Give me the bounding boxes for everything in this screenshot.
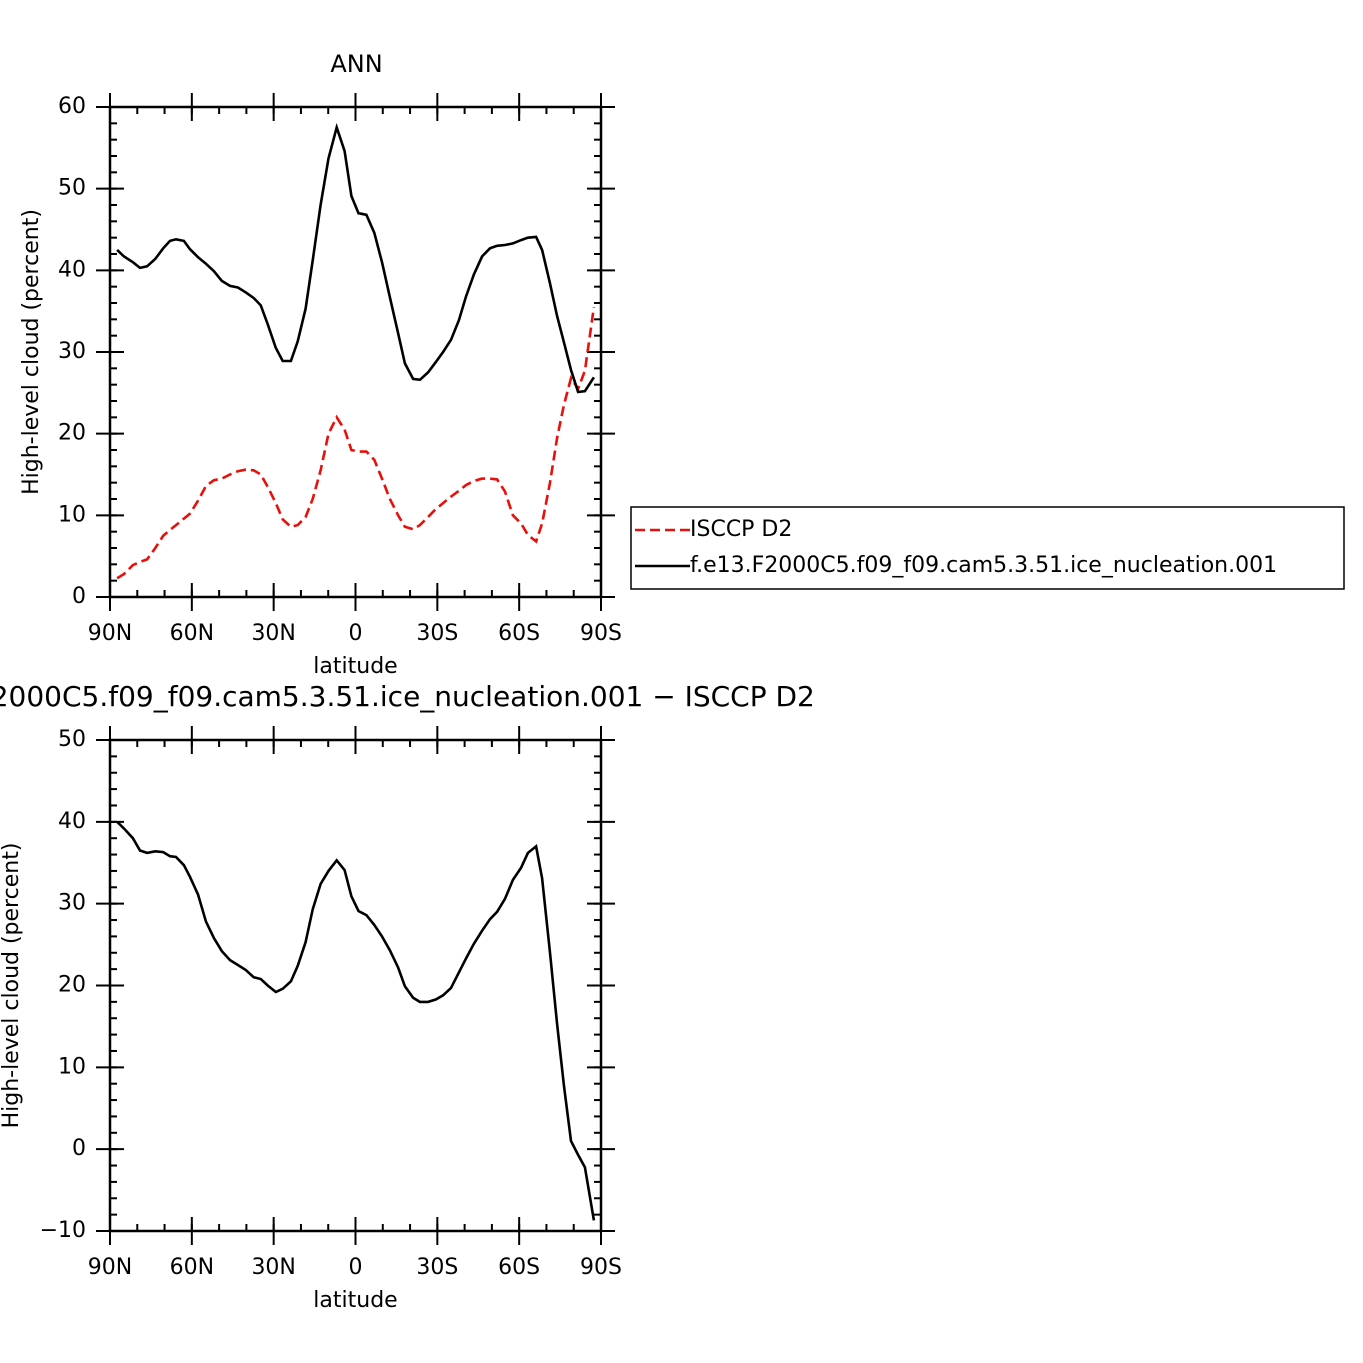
y-tick-label: 20 xyxy=(58,421,86,446)
y-tick-label: 50 xyxy=(58,176,86,201)
x-tick-label: 60N xyxy=(170,621,214,646)
plot-frame xyxy=(108,105,603,599)
legend-label: ISCCP D2 xyxy=(690,517,792,542)
x-tick-label: 0 xyxy=(349,621,363,646)
data-line xyxy=(116,122,595,394)
chart-title: f.e13.F2000C5.f09_f09.cam5.3.51.ice_nucl… xyxy=(0,680,815,713)
x-tick-label: 90N xyxy=(88,1255,132,1280)
y-tick-label: 40 xyxy=(58,257,86,282)
x-tick-label: 0 xyxy=(349,1255,363,1280)
y-tick-label: 60 xyxy=(58,94,86,119)
chart: ANN latitude High-level cloud (percent) 0 10… xyxy=(19,50,1345,679)
y-tick-label: 30 xyxy=(58,891,86,916)
legend: ISCCP D2 f.e13.F2000C5.f09_f09.cam5.3.51.… xyxy=(630,506,1345,590)
x-axis-label: latitude xyxy=(313,654,397,679)
chart-title: ANN xyxy=(330,50,382,78)
x-tick-label: 90N xyxy=(88,621,132,646)
y-tick-label: 0 xyxy=(72,584,86,609)
x-tick-label: 30N xyxy=(251,621,295,646)
y-axis-label: High-level cloud (percent) xyxy=(0,843,24,1129)
plot-frame xyxy=(108,738,603,1233)
y-tick-label: 50 xyxy=(58,727,86,752)
x-tick-label: 60N xyxy=(170,1255,214,1280)
x-tick-label: 30S xyxy=(416,1255,458,1280)
data-line xyxy=(116,820,596,1221)
legend-box xyxy=(630,506,1345,590)
x-tick-label: 30S xyxy=(416,621,458,646)
y-tick-label: 10 xyxy=(58,502,86,527)
y-tick-label: 30 xyxy=(58,339,86,364)
y-axis-label: High-level cloud (percent) xyxy=(19,209,44,495)
legend-label: f.e13.F2000C5.f09_f09.cam5.3.51.ice_nucl… xyxy=(690,553,1277,578)
x-tick-label: 90S xyxy=(580,1255,622,1280)
y-tick-label: 40 xyxy=(58,809,86,834)
y-tick-label: 20 xyxy=(58,973,86,998)
x-tick-label: 60S xyxy=(498,1255,540,1280)
x-tick-label: 60S xyxy=(498,621,540,646)
x-tick-label: 30N xyxy=(251,1255,295,1280)
y-tick-label: 10 xyxy=(58,1054,86,1079)
x-axis-label: latitude xyxy=(313,1288,397,1313)
y-tick-label: −10 xyxy=(40,1218,86,1243)
x-tick-label: 90S xyxy=(580,621,622,646)
chart: f.e13.F2000C5.f09_f09.cam5.3.51.ice_nucl… xyxy=(0,680,815,1313)
y-tick-label: 0 xyxy=(72,1136,86,1161)
data-line xyxy=(116,306,596,580)
